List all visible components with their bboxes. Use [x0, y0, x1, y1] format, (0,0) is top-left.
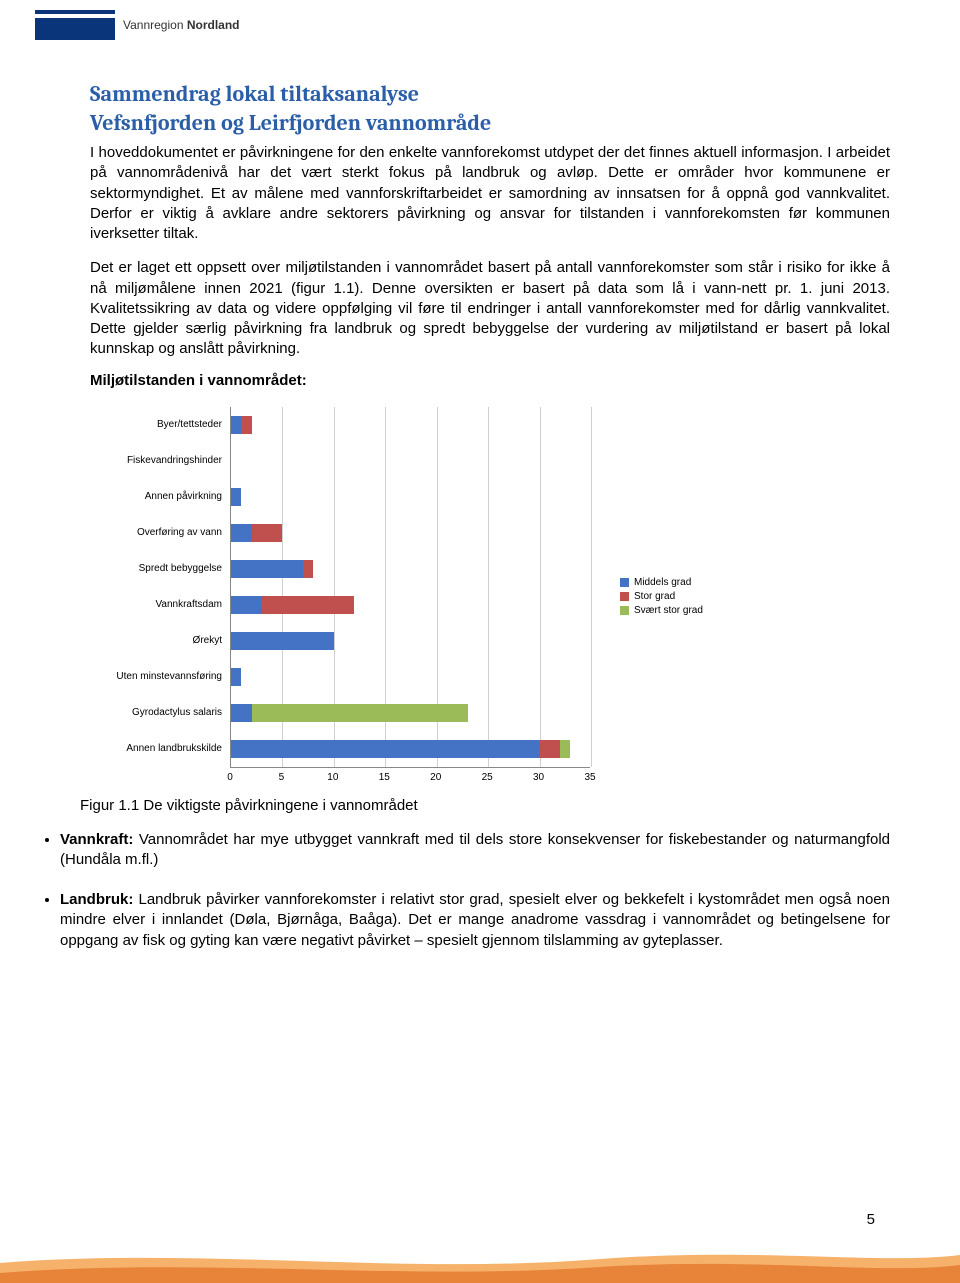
logo [35, 10, 115, 40]
plot-cell [230, 479, 590, 515]
page-number: 5 [867, 1211, 875, 1228]
chart-row: Spredt bebyggelse [80, 551, 590, 587]
bullet-list: Vannkraft: Vannområdet har mye utbygget … [60, 830, 890, 951]
paragraph-1: I hoveddokumentet er påvirkningene for d… [90, 143, 890, 244]
bar-segment-stor [241, 416, 251, 434]
bar-segment-middels [231, 596, 262, 614]
section-label: Miljøtilstanden i vannområdet: [90, 372, 890, 389]
plot-cell [230, 587, 590, 623]
x-tick: 10 [327, 772, 338, 783]
x-tick: 35 [584, 772, 595, 783]
plot-cell [230, 443, 590, 479]
bar-segment-middels [231, 524, 252, 542]
category-label: Uten minstevannsføring [80, 671, 230, 682]
chart-row: Fiskevandringshinder [80, 443, 590, 479]
bar-segment-middels [231, 488, 241, 506]
plot-cell [230, 407, 590, 443]
plot-cell [230, 731, 590, 767]
legend-item-svaert: Svært stor grad [620, 605, 703, 616]
bar-segment-middels [231, 632, 334, 650]
page-title: Sammendrag lokal tiltaksanalyse Vefsnfjo… [90, 80, 890, 137]
chart-container: Byer/tettsteder Fiskevandringshinder Annen… [80, 407, 760, 814]
category-label: Byer/tettsteder [80, 419, 230, 430]
x-tick: 0 [227, 772, 233, 783]
legend-label: Stor grad [634, 591, 675, 602]
chart-legend: Middels grad Stor grad Svært stor grad [620, 574, 703, 619]
category-label: Ørekyt [80, 635, 230, 646]
footer-decoration [0, 1245, 960, 1283]
page-content: Sammendrag lokal tiltaksanalyse Vefsnfjo… [90, 80, 890, 971]
plot-cell [230, 551, 590, 587]
category-label: Annen landbrukskilde [80, 743, 230, 754]
swatch-icon [620, 592, 629, 601]
brand-text: Vannregion Nordland [123, 18, 240, 32]
bullet-text: Landbruk påvirker vannforekomster i rela… [60, 891, 890, 949]
x-tick: 15 [379, 772, 390, 783]
category-label: Fiskevandringshinder [80, 455, 230, 466]
brand-bold: Nordland [187, 18, 240, 32]
chart-row: Annen landbrukskilde [80, 731, 590, 767]
paragraph-2: Det er laget ett oppsett over miljøtilst… [90, 258, 890, 359]
chart-body: Byer/tettsteder Fiskevandringshinder Annen… [80, 407, 590, 787]
chart-row: Ørekyt [80, 623, 590, 659]
figure-caption: Figur 1.1 De viktigste påvirkningene i v… [80, 797, 760, 814]
legend-item-middels: Middels grad [620, 577, 703, 588]
chart-row: Byer/tettsteder [80, 407, 590, 443]
page-header: Vannregion Nordland [35, 10, 240, 40]
category-label: Gyrodactylus salaris [80, 707, 230, 718]
category-label: Spredt bebyggelse [80, 563, 230, 574]
brand-prefix: Vannregion [123, 18, 187, 32]
x-tick: 20 [430, 772, 441, 783]
plot-cell [230, 515, 590, 551]
bar-segment-svaert [252, 704, 468, 722]
x-tick: 25 [482, 772, 493, 783]
bar-segment-middels [231, 416, 241, 434]
bar-segment-stor [540, 740, 561, 758]
plot-cell [230, 623, 590, 659]
legend-item-stor: Stor grad [620, 591, 703, 602]
chart-row: Overføring av vann [80, 515, 590, 551]
category-label: Annen påvirkning [80, 491, 230, 502]
category-label: Vannkraftsdam [80, 599, 230, 610]
bullet-lead: Vannkraft: [60, 831, 133, 848]
chart-row: Gyrodactylus salaris [80, 695, 590, 731]
bar-segment-svaert [560, 740, 570, 758]
plot-cell [230, 659, 590, 695]
category-label: Overføring av vann [80, 527, 230, 538]
chart-row: Annen påvirkning [80, 479, 590, 515]
title-line1: Sammendrag lokal tiltaksanalyse [90, 81, 419, 107]
title-line2: Vefsnfjorden og Leirfjorden vannområde [90, 110, 491, 136]
bar-segment-middels [231, 740, 540, 758]
legend-label: Middels grad [634, 577, 691, 588]
bullet-text: Vannområdet har mye utbygget vannkraft m… [60, 831, 890, 868]
bar-chart: Byer/tettsteder Fiskevandringshinder Annen… [80, 407, 760, 787]
list-item: Vannkraft: Vannområdet har mye utbygget … [60, 830, 890, 871]
swatch-icon [620, 606, 629, 615]
bar-segment-stor [262, 596, 355, 614]
x-axis: 05101520253035 [230, 767, 590, 787]
x-tick: 30 [533, 772, 544, 783]
bar-segment-stor [252, 524, 283, 542]
swatch-icon [620, 578, 629, 587]
bar-segment-middels [231, 704, 252, 722]
bullet-lead: Landbruk: [60, 891, 133, 908]
bar-segment-stor [303, 560, 313, 578]
bar-segment-middels [231, 560, 303, 578]
x-tick: 5 [279, 772, 285, 783]
chart-row: Uten minstevannsføring [80, 659, 590, 695]
list-item: Landbruk: Landbruk påvirker vannforekoms… [60, 890, 890, 951]
chart-row: Vannkraftsdam [80, 587, 590, 623]
bar-segment-middels [231, 668, 241, 686]
legend-label: Svært stor grad [634, 605, 703, 616]
plot-cell [230, 695, 590, 731]
